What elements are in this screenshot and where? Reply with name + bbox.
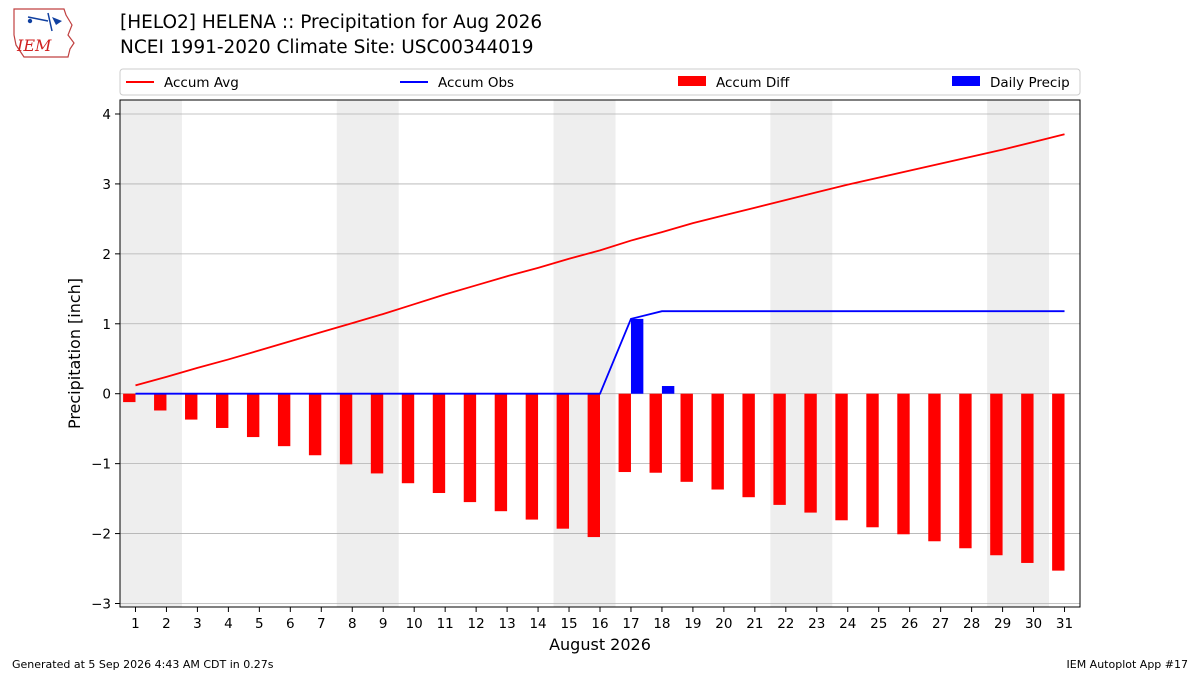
x-tick-label: 9 (379, 616, 388, 632)
accum-diff-bar (587, 393, 600, 538)
x-tick-label: 29 (994, 616, 1011, 632)
accum-diff-bar (804, 393, 817, 513)
x-tick-label: 30 (1025, 616, 1042, 632)
weekend-shade (553, 100, 616, 607)
generated-timestamp: Generated at 5 Sep 2026 4:43 AM CDT in 0… (12, 658, 274, 671)
y-tick-label: 3 (102, 177, 111, 193)
accum-obs-line (135, 310, 1065, 395)
accum-diff-bar (990, 393, 1003, 556)
y-tick-label: −3 (91, 597, 111, 613)
chart-subtitle: NCEI 1991-2020 Climate Site: USC00344019 (120, 37, 534, 58)
accum-diff-bar (246, 393, 260, 438)
y-tick-label: −2 (91, 527, 111, 543)
legend-label: Accum Obs (438, 75, 514, 91)
accum-diff-bar (494, 393, 508, 512)
x-tick-label: 17 (622, 616, 639, 632)
accum-diff-bar (897, 393, 910, 535)
y-tick-label: 4 (102, 107, 111, 123)
iem-logo: IEM (13, 8, 75, 58)
x-tick-label: 22 (777, 616, 794, 632)
accum-diff-bar (370, 393, 384, 474)
x-tick-label: 27 (932, 616, 949, 632)
weekend-shade (770, 100, 833, 607)
y-tick-label: 1 (102, 317, 111, 333)
accum-diff-bar (711, 393, 724, 490)
x-tick-label: 23 (808, 616, 825, 632)
accum-diff-bar (185, 393, 198, 420)
accum-diff-bar (216, 393, 229, 428)
x-tick-label: 26 (901, 616, 918, 632)
x-tick-label: 8 (348, 616, 357, 632)
x-tick-label: 28 (963, 616, 980, 632)
accum-diff-bar (649, 393, 662, 473)
chart-title: [HELO2] HELENA :: Precipitation for Aug … (120, 12, 543, 33)
y-axis-label: Precipitation [inch] (65, 278, 84, 429)
legend-box (119, 68, 1081, 96)
accum-diff-bar (277, 393, 291, 447)
legend-label: Daily Precip (990, 75, 1070, 91)
accum-diff-bar (1052, 393, 1065, 571)
accum-diff-bar (928, 393, 941, 542)
x-tick-label: 5 (255, 616, 264, 632)
legend-label: Accum Avg (164, 75, 239, 91)
x-tick-label: 19 (684, 616, 701, 632)
accum-diff-bar (556, 393, 570, 529)
x-tick-label: 11 (437, 616, 454, 632)
accum-diff-bar (959, 393, 972, 549)
accum-diff-bar (618, 393, 631, 473)
x-tick-label: 25 (870, 616, 887, 632)
x-tick-label: 10 (406, 616, 423, 632)
x-tick-label: 14 (529, 616, 546, 632)
x-tick-label: 6 (286, 616, 295, 632)
x-tick-label: 24 (839, 616, 856, 632)
x-tick-label: 3 (193, 616, 202, 632)
accum-diff-bar (1021, 393, 1034, 563)
x-axis-label: August 2026 (549, 635, 651, 654)
legend-label: Accum Diff (716, 75, 790, 91)
accum-diff-bar (432, 393, 446, 494)
legend-swatch (952, 76, 980, 86)
x-tick-label: 7 (317, 616, 326, 632)
y-tick-label: −1 (91, 457, 111, 473)
x-tick-label: 13 (499, 616, 516, 632)
accum-diff-bar (154, 393, 167, 411)
x-tick-label: 1 (131, 616, 140, 632)
x-tick-label: 2 (162, 616, 171, 632)
accum-diff-bar (680, 393, 693, 482)
accum-diff-bar (123, 393, 136, 403)
app-credit: IEM Autoplot App #17 (1066, 658, 1189, 671)
accum-diff-bar (463, 393, 477, 503)
x-tick-label: 18 (653, 616, 670, 632)
accum-diff-bar (339, 393, 353, 465)
legend-swatch (678, 76, 706, 86)
x-tick-label: 21 (746, 616, 763, 632)
accum-diff-bar (773, 393, 786, 505)
daily-precip-bar (661, 386, 675, 394)
weekend-shade (336, 100, 399, 607)
x-tick-label: 16 (591, 616, 608, 632)
accum-diff-bar (401, 393, 415, 484)
y-tick-label: 2 (102, 247, 111, 263)
accum-diff-bar (308, 393, 322, 456)
accum-diff-bar (742, 393, 755, 498)
y-tick-label: 0 (102, 387, 111, 403)
x-tick-label: 12 (468, 616, 485, 632)
accum-diff-bar (525, 393, 539, 520)
weekend-shade (120, 100, 182, 607)
daily-precip-bar (630, 318, 644, 394)
x-tick-label: 31 (1056, 616, 1073, 632)
accum-diff-bar (835, 393, 848, 521)
x-tick-label: 4 (224, 616, 233, 632)
x-tick-label: 15 (560, 616, 577, 632)
accum-diff-bar (866, 393, 879, 528)
svg-text:IEM: IEM (16, 36, 52, 55)
accum-avg-line (135, 133, 1065, 387)
x-tick-label: 20 (715, 616, 732, 632)
